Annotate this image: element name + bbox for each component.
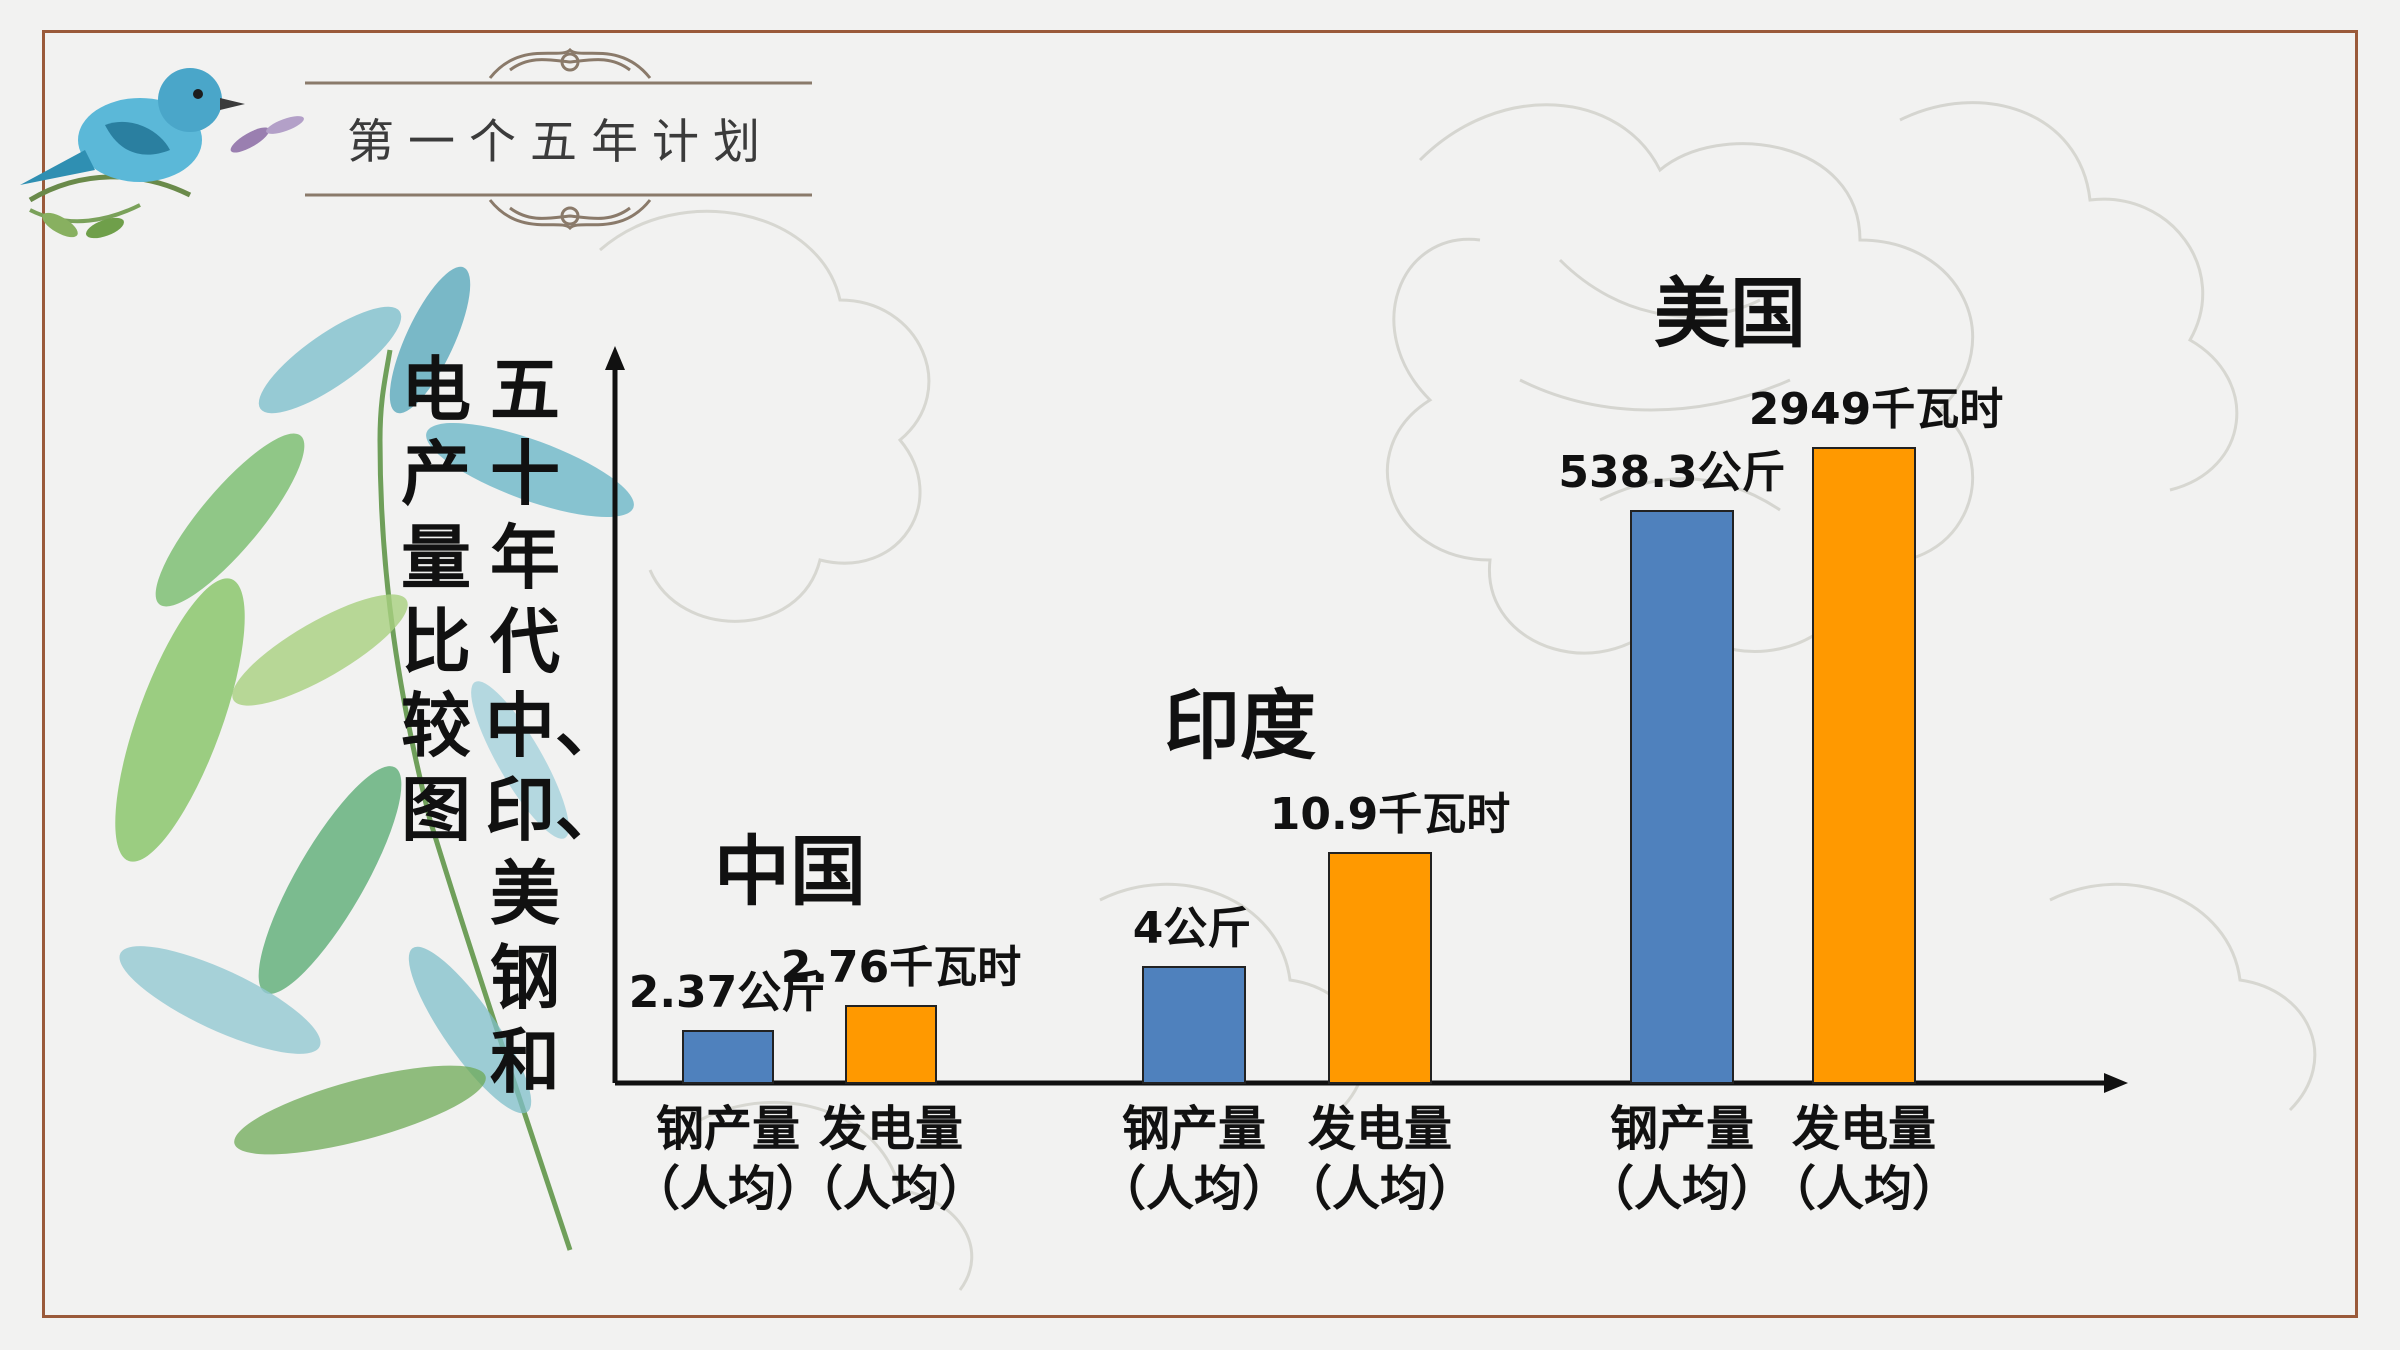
leaf-branch-illustration <box>115 266 634 1251</box>
category-sublabel-0-steel: （人均） <box>632 1161 824 1217</box>
data-label-1-power: 10.9千瓦时 <box>1270 789 1511 840</box>
bar-0-steel <box>682 1030 774 1084</box>
bar-2-power <box>1812 447 1916 1084</box>
category-sublabel-2-power: （人均） <box>1768 1161 1960 1217</box>
category-label-0-power: 发电量 <box>819 1101 963 1157</box>
y-axis-arrow <box>605 346 625 370</box>
country-label-2: 美国 <box>1654 269 1806 358</box>
data-label-1-steel: 4公斤 <box>1133 903 1252 954</box>
slide-header-title: 第一个五年计划 <box>347 115 774 170</box>
category-sublabel-0-power: （人均） <box>795 1161 987 1217</box>
category-label-1-power: 发电量 <box>1308 1101 1452 1157</box>
category-sublabel-2-steel: （人均） <box>1586 1161 1778 1217</box>
vertical-title-line-2: 电产量比较图 <box>401 349 471 851</box>
data-label-0-power: 2.76千瓦时 <box>781 942 1022 993</box>
category-label-2-power: 发电量 <box>1792 1101 1936 1157</box>
country-label-0: 中国 <box>714 827 866 916</box>
country-label-1: 印度 <box>1164 681 1316 770</box>
category-label-2-steel: 钢产量 <box>1610 1101 1754 1157</box>
slide-frame <box>42 30 2358 1318</box>
bar-2-steel <box>1630 510 1734 1084</box>
banner-ornament <box>305 47 812 231</box>
data-label-0-steel: 2.37公斤 <box>629 967 826 1018</box>
data-label-2-power: 2949千瓦时 <box>1749 384 2003 435</box>
vertical-title-line-1: 五十年代中、印、美钢和 <box>485 349 625 1103</box>
category-sublabel-1-steel: （人均） <box>1098 1161 1290 1217</box>
bar-0-power <box>845 1005 937 1084</box>
bar-1-steel <box>1142 966 1246 1084</box>
category-sublabel-1-power: （人均） <box>1284 1161 1476 1217</box>
bar-1-power <box>1328 852 1432 1084</box>
bird-illustration <box>20 68 304 239</box>
category-label-1-steel: 钢产量 <box>1122 1101 1266 1157</box>
category-label-0-steel: 钢产量 <box>656 1101 800 1157</box>
data-label-2-steel: 538.3公斤 <box>1558 447 1785 498</box>
x-axis-arrow <box>2104 1073 2128 1093</box>
